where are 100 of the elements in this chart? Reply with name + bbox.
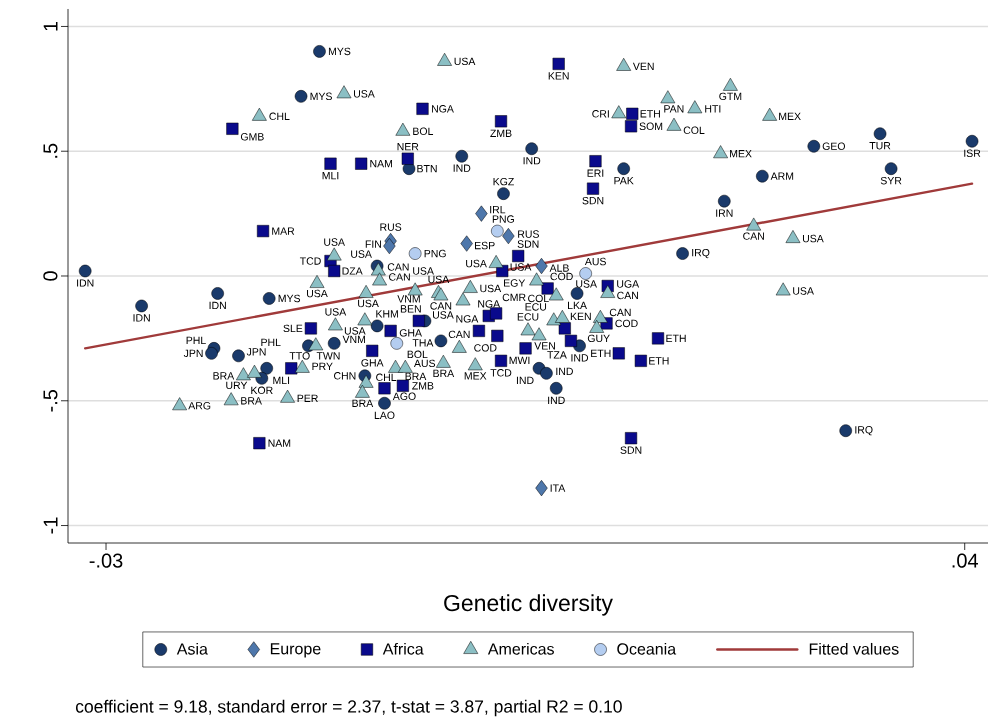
data-label: USA bbox=[576, 280, 597, 288]
data-label: ETH bbox=[591, 349, 611, 357]
x-tick-label: .04 bbox=[952, 553, 979, 568]
data-label: GHA bbox=[361, 359, 384, 367]
data-label: USA bbox=[344, 327, 366, 335]
data-label: PRY bbox=[312, 362, 333, 370]
data-label: NAM bbox=[370, 160, 392, 168]
data-label: MEX bbox=[464, 372, 487, 380]
data-label: CHL bbox=[269, 112, 290, 121]
data-label: USA bbox=[351, 250, 372, 258]
data-label: JPN bbox=[246, 348, 266, 356]
y-tick-label: -.5 bbox=[43, 389, 58, 412]
data-label: ERI bbox=[587, 169, 604, 177]
data-label: TZA bbox=[547, 351, 567, 359]
data-label: MEX bbox=[730, 150, 752, 158]
data-label: CHL bbox=[376, 373, 397, 382]
y-tick-label: 1 bbox=[43, 21, 58, 31]
data-label: VNM bbox=[397, 295, 420, 303]
data-label: KEN bbox=[548, 72, 569, 80]
data-label: CAN bbox=[617, 291, 638, 300]
data-label: IND bbox=[548, 396, 565, 404]
data-label: CAN bbox=[448, 330, 470, 339]
data-label: NGA bbox=[431, 105, 454, 113]
data-label: IRQ bbox=[692, 248, 710, 259]
data-label: USA bbox=[480, 284, 502, 293]
data-label: BRA bbox=[433, 369, 455, 377]
data-label: THA bbox=[412, 339, 434, 347]
data-label: PNG bbox=[492, 215, 514, 223]
data-label: ITA bbox=[550, 484, 566, 492]
data-label: PNG bbox=[424, 249, 446, 258]
data-label: ETH bbox=[640, 110, 660, 118]
data-label: KOR bbox=[251, 386, 273, 395]
data-label: MWI bbox=[509, 356, 530, 364]
data-label: SDN bbox=[517, 240, 539, 248]
data-label: UGA bbox=[617, 280, 640, 288]
data-label: PHL bbox=[186, 336, 206, 344]
data-label: CAN bbox=[387, 263, 409, 271]
data-label: ETH bbox=[649, 357, 669, 365]
data-label: DZA bbox=[342, 267, 363, 275]
data-label: ETH bbox=[666, 334, 686, 342]
data-label: USA bbox=[428, 275, 450, 284]
data-label: AUS bbox=[413, 359, 436, 368]
data-label: JPN bbox=[183, 349, 203, 358]
data-label: KEN bbox=[570, 312, 591, 321]
data-label: MYS bbox=[278, 294, 301, 303]
data-label: MAR bbox=[272, 227, 295, 235]
data-label: RUS bbox=[518, 230, 539, 238]
data-label: BRA bbox=[213, 372, 235, 380]
data-label: GTM bbox=[719, 92, 742, 101]
data-label: BRA bbox=[241, 397, 262, 405]
data-label: HTI bbox=[705, 105, 721, 113]
data-label: URY bbox=[226, 381, 248, 389]
data-label: TCD bbox=[490, 369, 512, 377]
data-label: BRA bbox=[352, 399, 374, 407]
data-label: SDN bbox=[582, 196, 604, 205]
data-label: USA bbox=[307, 289, 328, 298]
data-label: LAO bbox=[374, 411, 395, 419]
data-label: BOL bbox=[413, 127, 434, 135]
data-label: USA bbox=[802, 234, 824, 243]
data-label: BTN bbox=[417, 165, 437, 173]
data-label: GEO bbox=[822, 142, 845, 150]
data-label: PHL bbox=[261, 338, 281, 346]
x-axis-title: Genetic diversity bbox=[444, 594, 613, 616]
data-label: CMR bbox=[502, 293, 526, 302]
data-label: TWN bbox=[316, 352, 340, 360]
data-label: NER bbox=[397, 143, 419, 151]
data-label: CRI bbox=[592, 110, 609, 118]
data-label: VEN bbox=[534, 342, 555, 350]
data-label: MYS bbox=[310, 92, 332, 101]
data-label: COL bbox=[528, 294, 549, 303]
data-label: USA bbox=[354, 90, 375, 98]
data-label: ALB bbox=[549, 264, 569, 272]
data-label: PER bbox=[297, 394, 318, 402]
data-label: USA bbox=[413, 267, 434, 275]
data-label: IND bbox=[453, 164, 471, 172]
data-label: EGY bbox=[504, 279, 526, 287]
data-label: IND bbox=[571, 354, 589, 362]
legend-label: Asia bbox=[176, 642, 208, 655]
data-label: MEX bbox=[779, 112, 801, 120]
data-label: CHN bbox=[334, 372, 356, 380]
data-label: ECU bbox=[517, 313, 539, 321]
y-tick-label: 0 bbox=[43, 271, 58, 281]
data-label: NGA bbox=[456, 315, 479, 323]
data-label: TCD bbox=[299, 257, 321, 265]
data-label: SOM bbox=[639, 122, 663, 130]
legend-label: Europe bbox=[270, 643, 321, 658]
data-label: BRA bbox=[405, 372, 427, 380]
data-label: GUY bbox=[587, 334, 610, 343]
y-tick-label: -1 bbox=[43, 517, 58, 534]
data-label: MLI bbox=[322, 172, 339, 180]
data-label: TUR bbox=[869, 142, 891, 150]
text: coefficient = 9.18, standard error = 2.37, t-stat = 3.87, partial R2 = 0.10 bbox=[75, 699, 622, 717]
x-tick-label: -.03 bbox=[89, 553, 123, 568]
data-label: MLI bbox=[273, 376, 290, 384]
data-label: COD bbox=[550, 272, 573, 281]
data-label: AGO bbox=[392, 392, 416, 401]
data-label: IDN bbox=[77, 279, 94, 287]
data-label: KGZ bbox=[493, 177, 514, 186]
data-label: VEN bbox=[632, 62, 654, 70]
data-label: USA bbox=[324, 238, 345, 246]
